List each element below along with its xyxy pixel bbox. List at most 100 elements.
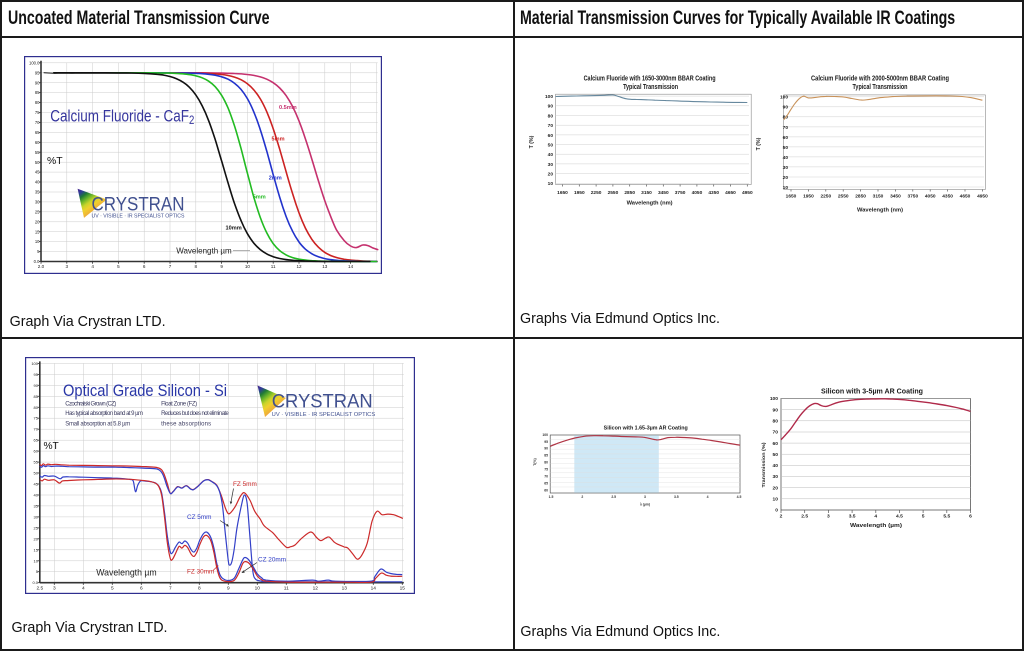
svg-text:Reduces but does not eliminate: Reduces but does not eliminate	[161, 411, 229, 417]
svg-text:4: 4	[82, 586, 85, 592]
svg-text:Calcium Fluoride with 1650-300: Calcium Fluoride with 1650-3000nm BBAR C…	[584, 74, 716, 83]
svg-text:5: 5	[36, 569, 39, 574]
svg-text:10: 10	[255, 586, 261, 592]
svg-text:40: 40	[34, 493, 39, 498]
svg-text:85: 85	[544, 454, 548, 458]
svg-text:2.5: 2.5	[611, 495, 616, 499]
svg-text:Wavelength µm: Wavelength µm	[96, 566, 157, 577]
svg-text:20: 20	[35, 219, 40, 224]
svg-text:1950: 1950	[574, 190, 585, 196]
svg-text:80: 80	[544, 461, 548, 465]
svg-text:10: 10	[783, 185, 789, 191]
svg-text:20: 20	[34, 536, 39, 541]
svg-text:100: 100	[31, 361, 38, 366]
svg-text:10: 10	[245, 264, 251, 269]
svg-text:8: 8	[198, 586, 201, 592]
svg-text:75: 75	[35, 110, 40, 115]
svg-text:CZ 20mm: CZ 20mm	[258, 557, 286, 564]
svg-text:10: 10	[773, 497, 779, 503]
svg-text:3: 3	[827, 514, 830, 520]
svg-text:2250: 2250	[591, 190, 602, 196]
svg-text:3450: 3450	[890, 194, 901, 200]
svg-text:2850: 2850	[855, 194, 866, 200]
svg-text:20: 20	[773, 485, 779, 491]
svg-text:75: 75	[544, 468, 548, 472]
svg-text:40: 40	[783, 155, 789, 161]
svg-text:4350: 4350	[942, 194, 953, 200]
svg-text:100: 100	[545, 94, 553, 100]
svg-text:100.0: 100.0	[29, 60, 40, 65]
svg-text:Silicon with 3-5µm AR Coating: Silicon with 3-5µm AR Coating	[821, 389, 923, 396]
svg-text:80: 80	[773, 419, 779, 425]
svg-text:5mm: 5mm	[253, 194, 266, 200]
svg-text:0: 0	[775, 508, 778, 514]
svg-text:100: 100	[780, 95, 788, 101]
svg-text:60: 60	[35, 139, 40, 144]
svg-text:2550: 2550	[608, 190, 619, 196]
svg-text:65: 65	[35, 130, 40, 135]
svg-text:85: 85	[34, 394, 39, 399]
svg-text:60: 60	[783, 135, 789, 141]
svg-text:90: 90	[548, 104, 554, 110]
svg-text:6: 6	[140, 586, 143, 592]
svg-text:4: 4	[707, 495, 709, 499]
svg-text:CRYSTRAN: CRYSTRAN	[272, 391, 373, 413]
svg-text:65: 65	[34, 438, 39, 443]
svg-text:70: 70	[544, 475, 548, 479]
svg-text:5mm: 5mm	[272, 136, 285, 142]
svg-text:Transmission (%): Transmission (%)	[761, 442, 767, 487]
svg-text:40: 40	[35, 179, 40, 184]
svg-text:4: 4	[874, 514, 877, 520]
svg-text:30: 30	[783, 165, 789, 171]
svg-text:3: 3	[66, 264, 69, 269]
svg-text:75: 75	[34, 416, 39, 421]
svg-text:1650: 1650	[557, 190, 568, 196]
svg-text:4050: 4050	[692, 190, 703, 196]
svg-text:3: 3	[644, 495, 646, 499]
svg-text:90: 90	[773, 407, 779, 413]
svg-text:Wavelength (nm): Wavelength (nm)	[627, 201, 673, 207]
svg-text:30: 30	[773, 474, 779, 480]
svg-text:Wavelength µm: Wavelength µm	[176, 245, 232, 255]
svg-text:9: 9	[227, 586, 230, 592]
svg-text:Wavelength (nm): Wavelength (nm)	[857, 208, 903, 214]
svg-text:4: 4	[91, 264, 94, 269]
svg-text:9: 9	[220, 264, 223, 269]
svg-text:90: 90	[34, 383, 39, 388]
svg-text:Silicon with 1.65-3µm AR Coati: Silicon with 1.65-3µm AR Coating	[604, 425, 688, 431]
svg-text:4.5: 4.5	[896, 514, 903, 520]
svg-text:3750: 3750	[907, 194, 918, 200]
svg-text:40: 40	[548, 152, 554, 158]
svg-text:3: 3	[53, 586, 56, 592]
svg-text:100: 100	[770, 396, 778, 402]
svg-text:2550: 2550	[838, 194, 849, 200]
svg-text:T(%): T(%)	[533, 458, 537, 465]
svg-text:70: 70	[783, 125, 789, 131]
svg-text:4350: 4350	[708, 190, 719, 196]
svg-text:70: 70	[35, 120, 40, 125]
svg-text:30: 30	[548, 162, 554, 168]
svg-text:45: 45	[35, 169, 40, 174]
svg-text:1950: 1950	[803, 194, 814, 200]
svg-text:0.0: 0.0	[32, 580, 38, 585]
svg-text:15: 15	[34, 547, 39, 552]
svg-text:0.0: 0.0	[34, 259, 40, 264]
svg-text:2.5: 2.5	[801, 514, 808, 520]
svg-text:10: 10	[35, 239, 40, 244]
svg-text:1650: 1650	[786, 194, 797, 200]
svg-text:13: 13	[342, 586, 348, 592]
svg-text:40: 40	[773, 463, 779, 469]
svg-text:5.5: 5.5	[943, 514, 950, 520]
svg-text:3.5: 3.5	[849, 514, 856, 520]
svg-text:5: 5	[111, 586, 114, 592]
svg-text:2mm: 2mm	[269, 175, 282, 181]
svg-text:4650: 4650	[725, 190, 736, 196]
svg-text:Optical Grade Silicon - Si: Optical Grade Silicon - Si	[63, 382, 227, 400]
svg-text:Typical Transmission: Typical Transmission	[853, 82, 908, 91]
svg-text:10: 10	[548, 181, 554, 187]
svg-text:15: 15	[35, 229, 40, 234]
svg-text:95: 95	[544, 440, 548, 444]
svg-text:Wavelength (µm): Wavelength (µm)	[850, 523, 902, 529]
svg-text:50: 50	[548, 143, 554, 149]
svg-text:UV · VISIBLE · IR SPECIALIST O: UV · VISIBLE · IR SPECIALIST OPTICS	[272, 412, 376, 418]
